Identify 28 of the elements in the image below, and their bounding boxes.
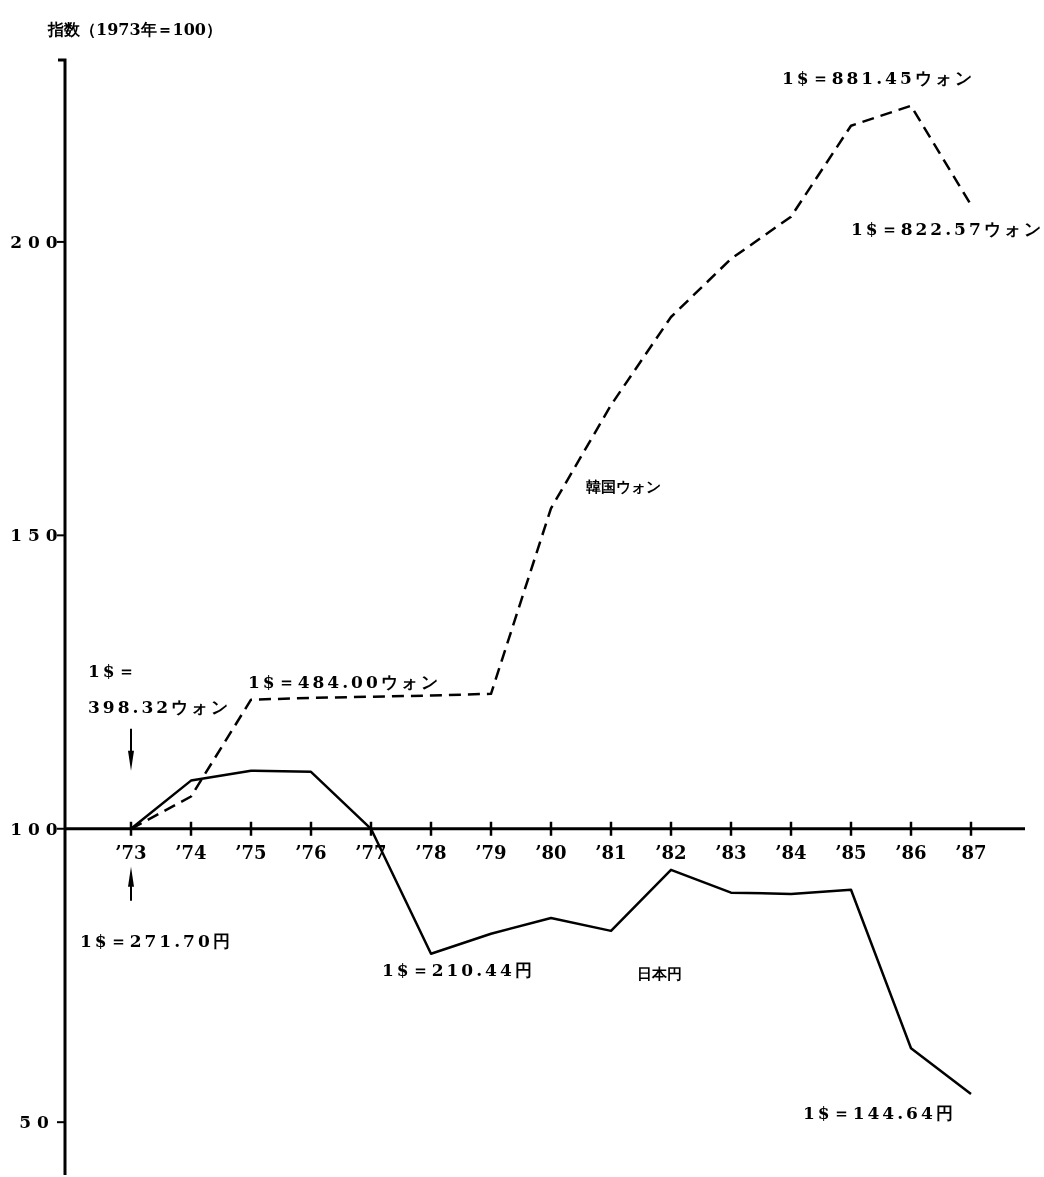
- annotation: 1$＝822.57ウォン: [851, 218, 1044, 239]
- x-tick-label: ’82: [655, 841, 687, 863]
- annotation: 1$＝210.44円: [382, 959, 535, 980]
- annotation: 1$＝271.70円: [80, 930, 233, 951]
- y-tick-label: 2 0 0: [10, 231, 58, 252]
- x-tick-label: ’84: [775, 841, 807, 863]
- series-label: 韓国ウォン: [586, 478, 661, 497]
- x-tick-label: ’86: [895, 841, 927, 863]
- y-tick-label: 1 5 0: [10, 525, 58, 546]
- annotation: 1$＝484.00ウォン: [248, 671, 441, 692]
- text: 日本円: [637, 964, 682, 983]
- x-tick-label: ’73: [115, 841, 147, 863]
- x-tick-label: ’79: [475, 841, 507, 863]
- x-tick-label: ’78: [415, 841, 447, 863]
- x-tick-label: ’83: [715, 841, 747, 863]
- x-tick-label: ’87: [955, 841, 987, 863]
- annotation: 1$＝144.64円: [803, 1103, 956, 1124]
- x-tick-label: ’75: [235, 841, 267, 863]
- x-tick-label: ’81: [595, 841, 627, 863]
- y-axis-title: 指数（1973年＝100）: [47, 20, 222, 39]
- y-tick-label: 5 0: [19, 1112, 49, 1133]
- x-tick-label: ’76: [295, 841, 327, 863]
- annotation: 1$＝881.45ウォン: [782, 67, 975, 88]
- x-tick-label: ’74: [175, 841, 207, 863]
- x-tick-label: ’80: [535, 841, 567, 863]
- annotation: 1$＝ 398.32ウォン: [88, 660, 232, 717]
- y-tick-label: 1 0 0: [10, 818, 58, 839]
- x-tick-label: ’85: [835, 841, 867, 863]
